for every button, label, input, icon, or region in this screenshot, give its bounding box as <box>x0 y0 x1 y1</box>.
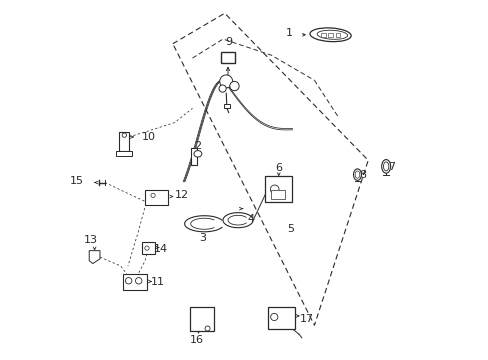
Bar <box>145 190 168 205</box>
Ellipse shape <box>381 159 390 173</box>
Ellipse shape <box>194 150 202 157</box>
Bar <box>267 307 294 329</box>
Text: 8: 8 <box>359 170 366 180</box>
Text: 1: 1 <box>285 28 292 38</box>
Text: 10: 10 <box>142 132 156 142</box>
Bar <box>270 190 285 199</box>
Text: 15: 15 <box>70 176 83 186</box>
Bar <box>190 307 214 331</box>
Ellipse shape <box>309 28 350 42</box>
Circle shape <box>270 185 279 194</box>
Text: 12: 12 <box>174 190 188 200</box>
Ellipse shape <box>353 169 361 180</box>
Text: 13: 13 <box>83 235 98 245</box>
Text: 3: 3 <box>199 233 206 243</box>
Text: 5: 5 <box>286 225 293 234</box>
Bar <box>328 33 332 37</box>
Bar <box>190 148 197 165</box>
Ellipse shape <box>317 30 347 39</box>
Text: 2: 2 <box>194 141 201 150</box>
Bar <box>223 104 230 108</box>
Bar <box>142 242 155 254</box>
Text: 16: 16 <box>190 335 203 345</box>
Circle shape <box>144 246 149 250</box>
Bar <box>122 274 147 290</box>
Bar <box>265 176 292 202</box>
Circle shape <box>135 278 142 284</box>
Circle shape <box>204 326 210 331</box>
Text: 6: 6 <box>275 163 282 173</box>
Text: 4: 4 <box>247 215 254 224</box>
Text: 14: 14 <box>154 244 168 254</box>
Circle shape <box>219 75 232 88</box>
Ellipse shape <box>383 162 388 171</box>
Bar <box>335 33 339 37</box>
Text: 17: 17 <box>300 314 314 324</box>
Ellipse shape <box>354 171 359 178</box>
Circle shape <box>151 193 155 198</box>
Circle shape <box>229 81 239 91</box>
Text: 7: 7 <box>387 162 394 172</box>
Bar <box>116 150 132 156</box>
Text: 11: 11 <box>150 277 164 287</box>
Text: 9: 9 <box>224 37 231 46</box>
Circle shape <box>270 314 277 320</box>
Circle shape <box>122 133 126 137</box>
Circle shape <box>219 85 226 92</box>
Circle shape <box>125 278 132 284</box>
Bar <box>321 33 325 37</box>
Bar <box>221 52 234 63</box>
Bar <box>119 132 129 151</box>
Polygon shape <box>89 251 100 264</box>
